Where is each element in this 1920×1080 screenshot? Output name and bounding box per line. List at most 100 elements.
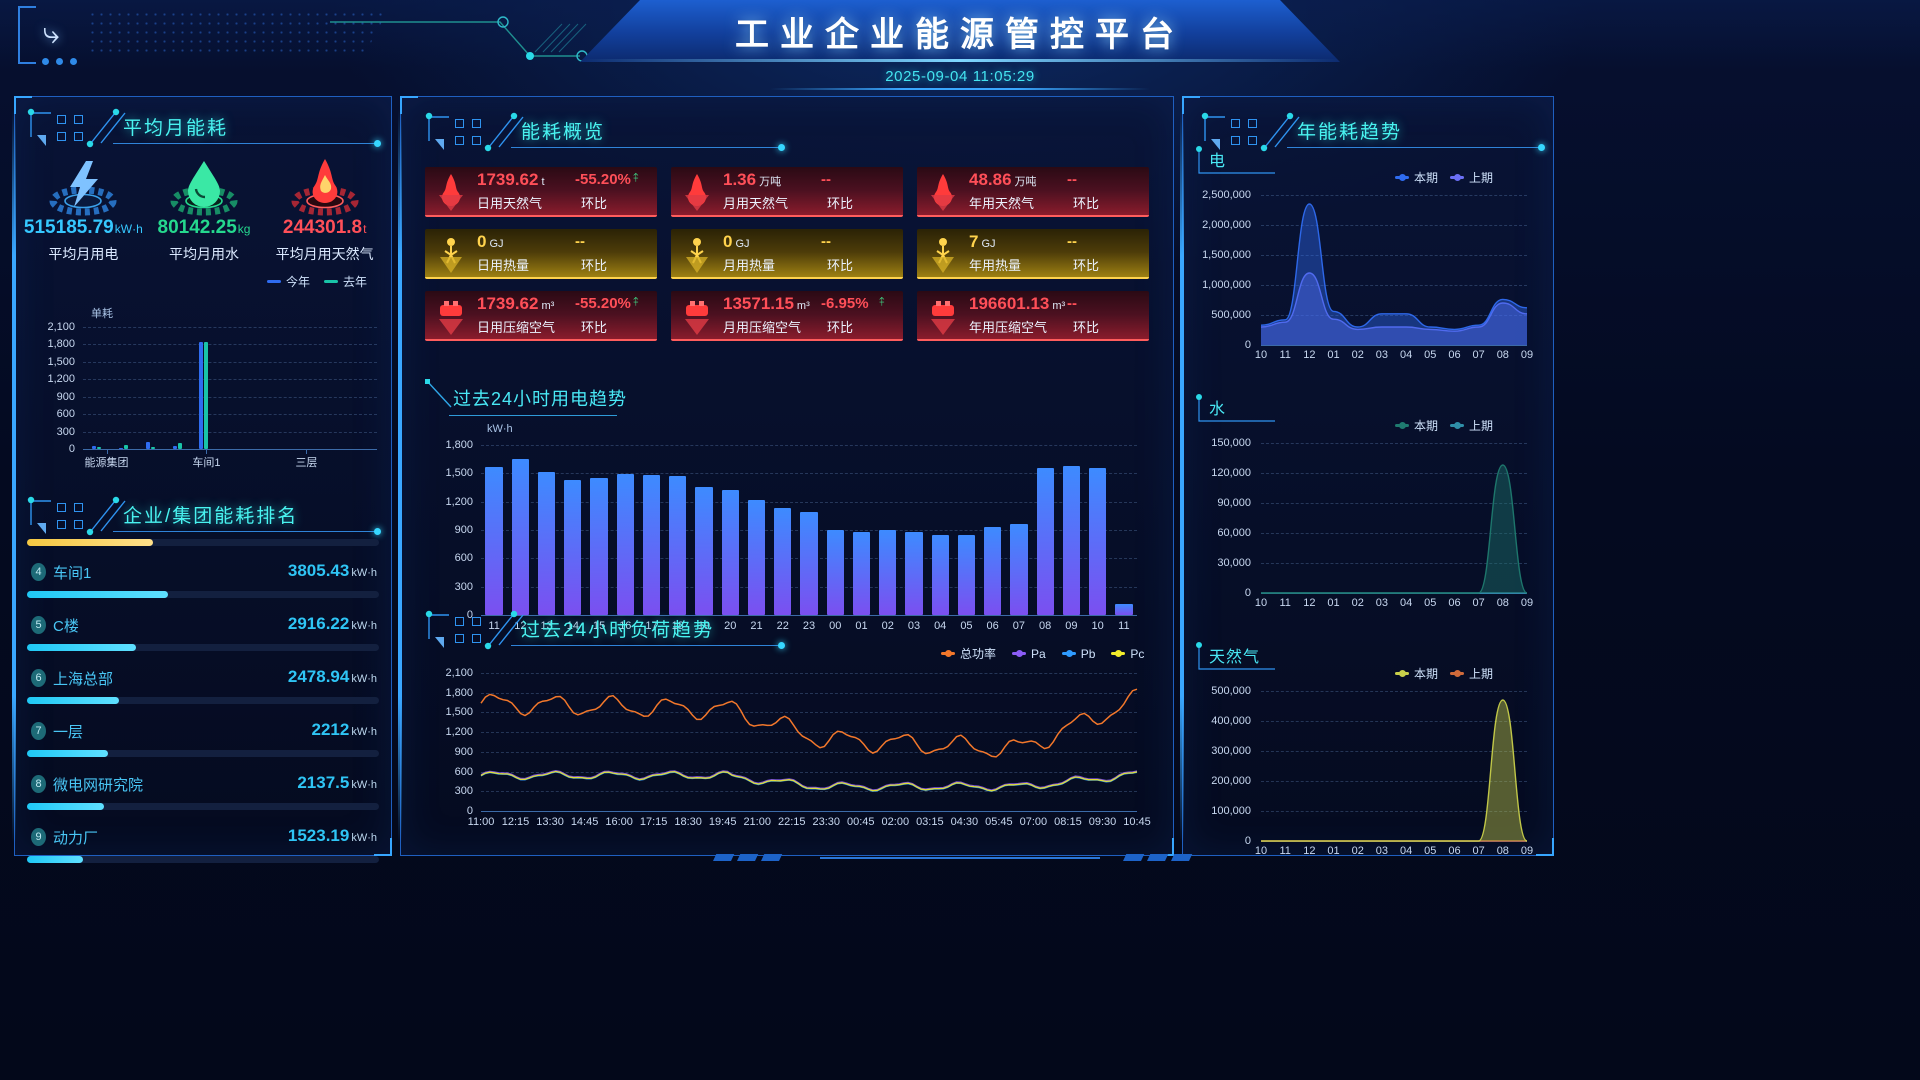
overview-card[interactable]: 13571.15 m³ -6.95% ⤉ 月用压缩空气 环比	[671, 291, 903, 341]
x-tick: 21:00	[743, 816, 771, 828]
right-panel-edge	[1180, 109, 1184, 843]
y-tick: 60,000	[1217, 527, 1251, 539]
y-tick: 0	[68, 443, 75, 455]
bar	[537, 472, 556, 615]
overview-card[interactable]: 1739.62 t -55.20% ⤉ 日用天然气 环比	[425, 167, 657, 217]
gridline	[83, 379, 377, 381]
x-tick: 08	[1496, 845, 1509, 857]
x-tick: 08	[1496, 349, 1509, 361]
bar	[800, 512, 818, 615]
rank-badge: 5	[31, 616, 46, 634]
x-tick: 07	[1472, 597, 1485, 609]
x-tick: 07	[1472, 349, 1485, 361]
overview-card-icon	[677, 233, 717, 275]
avg-monthly-section-header: 平均月能耗	[27, 107, 381, 153]
overview-card[interactable]: 48.86 万吨 -- 年用天然气 环比	[917, 167, 1149, 217]
year-chart-legend-2: 本期 上期	[1395, 665, 1493, 682]
header-circuit-trace	[330, 16, 588, 62]
triangle-marker-icon	[435, 139, 444, 150]
back-button[interactable]: ⤷	[28, 12, 74, 56]
rank-item[interactable]: 9 动力厂 1523.19 kW·h	[27, 818, 379, 871]
overview-title: 能耗概览	[521, 122, 606, 143]
bar	[695, 487, 713, 615]
overview-card[interactable]: 7 GJ -- 年用热量 环比	[917, 229, 1149, 279]
year-trend-section-header: 年能耗趋势	[1201, 111, 1545, 157]
y-tick: 900	[454, 524, 473, 536]
x-axis	[1261, 345, 1527, 346]
rank-item[interactable]: 7 一层 2212 kW·h	[27, 712, 379, 765]
x-tick: 12:15	[501, 816, 530, 828]
down-arrow-icon: ⤉	[633, 295, 639, 309]
rank-top-track	[27, 539, 379, 546]
overview-card[interactable]: 196601.13 m³ -- 年用压缩空气 环比	[917, 291, 1149, 341]
x-tick: 能源集团	[84, 457, 129, 469]
legend-item-previous: 上期	[1450, 169, 1493, 186]
gridline	[83, 344, 377, 346]
gridline	[481, 445, 1137, 446]
elec-ylabel: kW·h	[487, 423, 513, 435]
avg-gas-icon-wrap	[264, 153, 385, 216]
gridline	[481, 732, 1137, 734]
y-tick: 300	[56, 425, 75, 438]
load-lines	[480, 688, 1138, 792]
load-trend-legend: 总功率 Pa Pb Pc	[941, 645, 1144, 662]
overview-card-compare: 环比	[581, 320, 608, 335]
avg-monthly-rule	[113, 140, 381, 147]
overview-card-value: 196601.13 m³	[969, 294, 1066, 313]
y-tick: 1,200	[445, 726, 473, 739]
overview-card-compare: 环比	[827, 320, 854, 335]
load-trend-rule	[511, 642, 785, 649]
slash-lines-icon	[86, 108, 126, 148]
overview-card-icon	[923, 171, 963, 213]
y-tick: 1,000,000	[1202, 279, 1251, 291]
rank-item[interactable]: 6 上海总部 2478.94 kW·h	[27, 659, 379, 712]
header-datetime: 2025-09-04 11:05:29	[885, 68, 1035, 85]
legend-item-pa: Pa	[1012, 647, 1046, 661]
overview-card-name: 日用热量	[477, 258, 530, 273]
rank-value: 2916.22 kW·h	[287, 614, 377, 633]
compressor-icon	[439, 301, 463, 335]
avg-gas-value: 244301.8t	[282, 217, 367, 238]
elec-trend-title: 过去24小时用电趋势	[453, 389, 628, 409]
y-tick: 2,500,000	[1202, 189, 1251, 201]
y-tick: 300,000	[1211, 745, 1251, 757]
overview-card[interactable]: 1739.62 m³ -55.20% ⤉ 日用压缩空气 环比	[425, 291, 657, 341]
rank-item[interactable]: 5 C楼 2916.22 kW·h	[27, 606, 379, 659]
elec-24h-chart: kW·h 0 300 600 900 1,200 1,500 1,800 11 12 13 14 15 1…	[429, 419, 1145, 641]
gridline	[1261, 225, 1527, 226]
x-tick: 06	[1448, 349, 1461, 361]
y-tick: 1,500,000	[1202, 249, 1251, 261]
x-tick: 08	[1039, 620, 1052, 632]
x-tick: 08:15	[1054, 816, 1082, 828]
x-tick: 13:30	[536, 816, 564, 828]
overview-card[interactable]: 0 GJ -- 月用热量 环比	[671, 229, 903, 279]
overview-card[interactable]: 1.36 万吨 -- 月用天然气 环比	[671, 167, 903, 217]
corner-hook-icon	[425, 112, 449, 141]
rank-item[interactable]: 4 车间1 3805.43 kW·h	[27, 553, 379, 606]
bar	[204, 341, 209, 449]
rank-name: 上海总部	[53, 671, 114, 688]
overview-card-value: 1.36 万吨	[723, 170, 782, 189]
rank-badge: 6	[31, 669, 46, 687]
y-tick: 1,800	[47, 338, 75, 351]
x-tick: 05	[1424, 349, 1437, 361]
x-tick: 19	[697, 620, 711, 632]
y-tick: 2,100	[445, 667, 473, 679]
heat-icon	[932, 238, 954, 273]
x-tick: 19:45	[708, 816, 737, 828]
grid-squares-icon	[455, 617, 481, 643]
grid-squares-icon	[57, 503, 83, 529]
overview-card[interactable]: 0 GJ -- 日用热量 环比	[425, 229, 657, 279]
rank-track	[27, 697, 379, 704]
rank-fill	[27, 644, 137, 651]
legend-item-pc: Pc	[1111, 647, 1144, 661]
gridline	[83, 361, 377, 363]
x-tick: 04	[1399, 349, 1413, 361]
grid-squares-icon	[455, 119, 481, 145]
x-tick: 03	[1375, 845, 1389, 857]
gridline	[481, 673, 1137, 674]
y-tick: 100,000	[1211, 805, 1251, 817]
rank-item[interactable]: 8 微电网研究院 2137.5 kW·h	[27, 765, 379, 818]
x-tick: 09	[1520, 597, 1534, 609]
bar	[124, 444, 129, 449]
